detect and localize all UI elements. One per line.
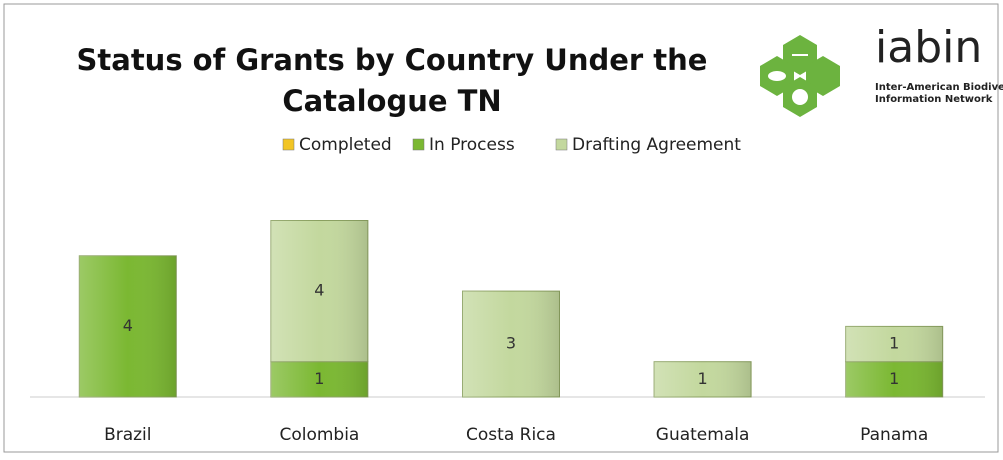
bar-shade bbox=[845, 326, 943, 362]
x-tick-label: Costa Rica bbox=[466, 425, 556, 445]
data-label: 1 bbox=[889, 369, 899, 388]
legend-swatch bbox=[412, 138, 425, 151]
logo-tagline: Information Network bbox=[875, 94, 993, 105]
x-tick-label: Guatemala bbox=[656, 425, 750, 445]
legend-label: Completed bbox=[299, 135, 392, 155]
legend-swatch bbox=[555, 138, 568, 151]
x-tick-label: Panama bbox=[860, 425, 928, 445]
legend-label: In Process bbox=[429, 135, 515, 155]
chart-title: Status of Grants by Country Under the bbox=[77, 43, 708, 77]
data-label: 1 bbox=[889, 334, 899, 353]
bar-shade bbox=[845, 361, 943, 397]
x-tick-label: Brazil bbox=[104, 425, 151, 445]
bar-shade bbox=[79, 255, 177, 397]
logo: iabin Inter-American Biodiversity Inform… bbox=[760, 22, 1003, 117]
bar-shade bbox=[462, 291, 560, 397]
logo-name: iabin bbox=[875, 22, 982, 73]
data-label: 4 bbox=[123, 316, 133, 335]
bar-shade bbox=[270, 361, 368, 397]
bar-shade bbox=[270, 220, 368, 362]
frame bbox=[3, 3, 999, 453]
data-label: 1 bbox=[698, 369, 708, 388]
x-tick-label: Colombia bbox=[279, 425, 359, 445]
data-label: 4 bbox=[314, 281, 324, 300]
data-label: 1 bbox=[314, 369, 324, 388]
legend-swatch bbox=[282, 138, 295, 151]
legend-label: Drafting Agreement bbox=[572, 135, 741, 155]
chart-title: Catalogue TN bbox=[282, 84, 501, 118]
bar-shade bbox=[654, 361, 752, 397]
logo-tagline: Inter-American Biodiversity bbox=[875, 82, 1003, 93]
data-label: 3 bbox=[506, 334, 516, 353]
